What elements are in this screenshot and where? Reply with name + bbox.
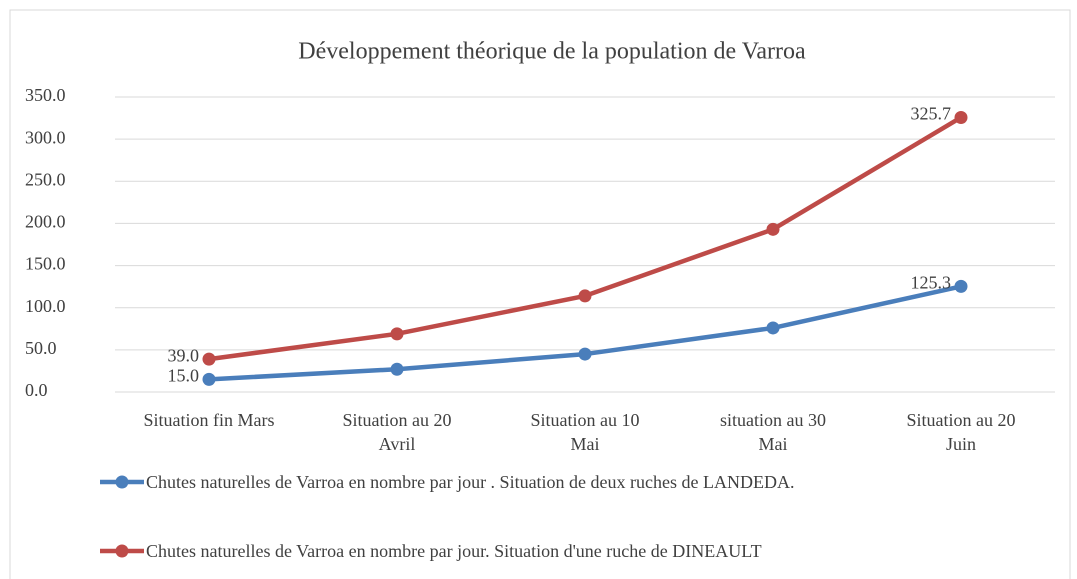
data-point bbox=[954, 279, 968, 293]
data-label: 15.0 bbox=[168, 365, 200, 385]
data-point bbox=[954, 110, 968, 124]
data-point bbox=[766, 222, 780, 236]
data-label: 325.7 bbox=[911, 104, 952, 124]
x-tick-label: Situation au 20 Avril bbox=[343, 410, 452, 454]
data-point bbox=[390, 362, 404, 376]
data-point bbox=[766, 321, 780, 335]
legend-label: Chutes naturelles de Varroa en nombre pa… bbox=[146, 541, 762, 561]
data-label: 125.3 bbox=[911, 273, 952, 293]
y-tick-label: 0.0 bbox=[25, 380, 48, 400]
y-tick-label: 100.0 bbox=[25, 296, 66, 316]
x-tick-label: Situation au 10 Mai bbox=[531, 410, 640, 454]
x-tick-label: Situation au 20 Juin bbox=[907, 410, 1016, 454]
y-tick-label: 200.0 bbox=[25, 212, 66, 232]
legend-label: Chutes naturelles de Varroa en nombre pa… bbox=[146, 472, 795, 492]
legend-marker bbox=[115, 544, 129, 558]
data-point bbox=[578, 289, 592, 303]
data-label: 39.0 bbox=[168, 345, 200, 365]
y-tick-label: 150.0 bbox=[25, 254, 66, 274]
legend-marker bbox=[115, 475, 129, 489]
data-point bbox=[202, 372, 216, 386]
x-tick-label: Situation fin Mars bbox=[144, 410, 275, 430]
chart-title: Développement théorique de la population… bbox=[298, 39, 806, 65]
data-point bbox=[202, 352, 216, 366]
chart-border bbox=[9, 9, 1071, 579]
data-point bbox=[390, 327, 404, 341]
data-point bbox=[578, 347, 592, 361]
y-tick-label: 50.0 bbox=[25, 338, 57, 358]
y-tick-label: 300.0 bbox=[25, 127, 66, 147]
y-tick-label: 350.0 bbox=[25, 85, 66, 105]
y-tick-label: 250.0 bbox=[25, 169, 66, 189]
x-tick-label: situation au 30 Mai bbox=[720, 410, 826, 454]
